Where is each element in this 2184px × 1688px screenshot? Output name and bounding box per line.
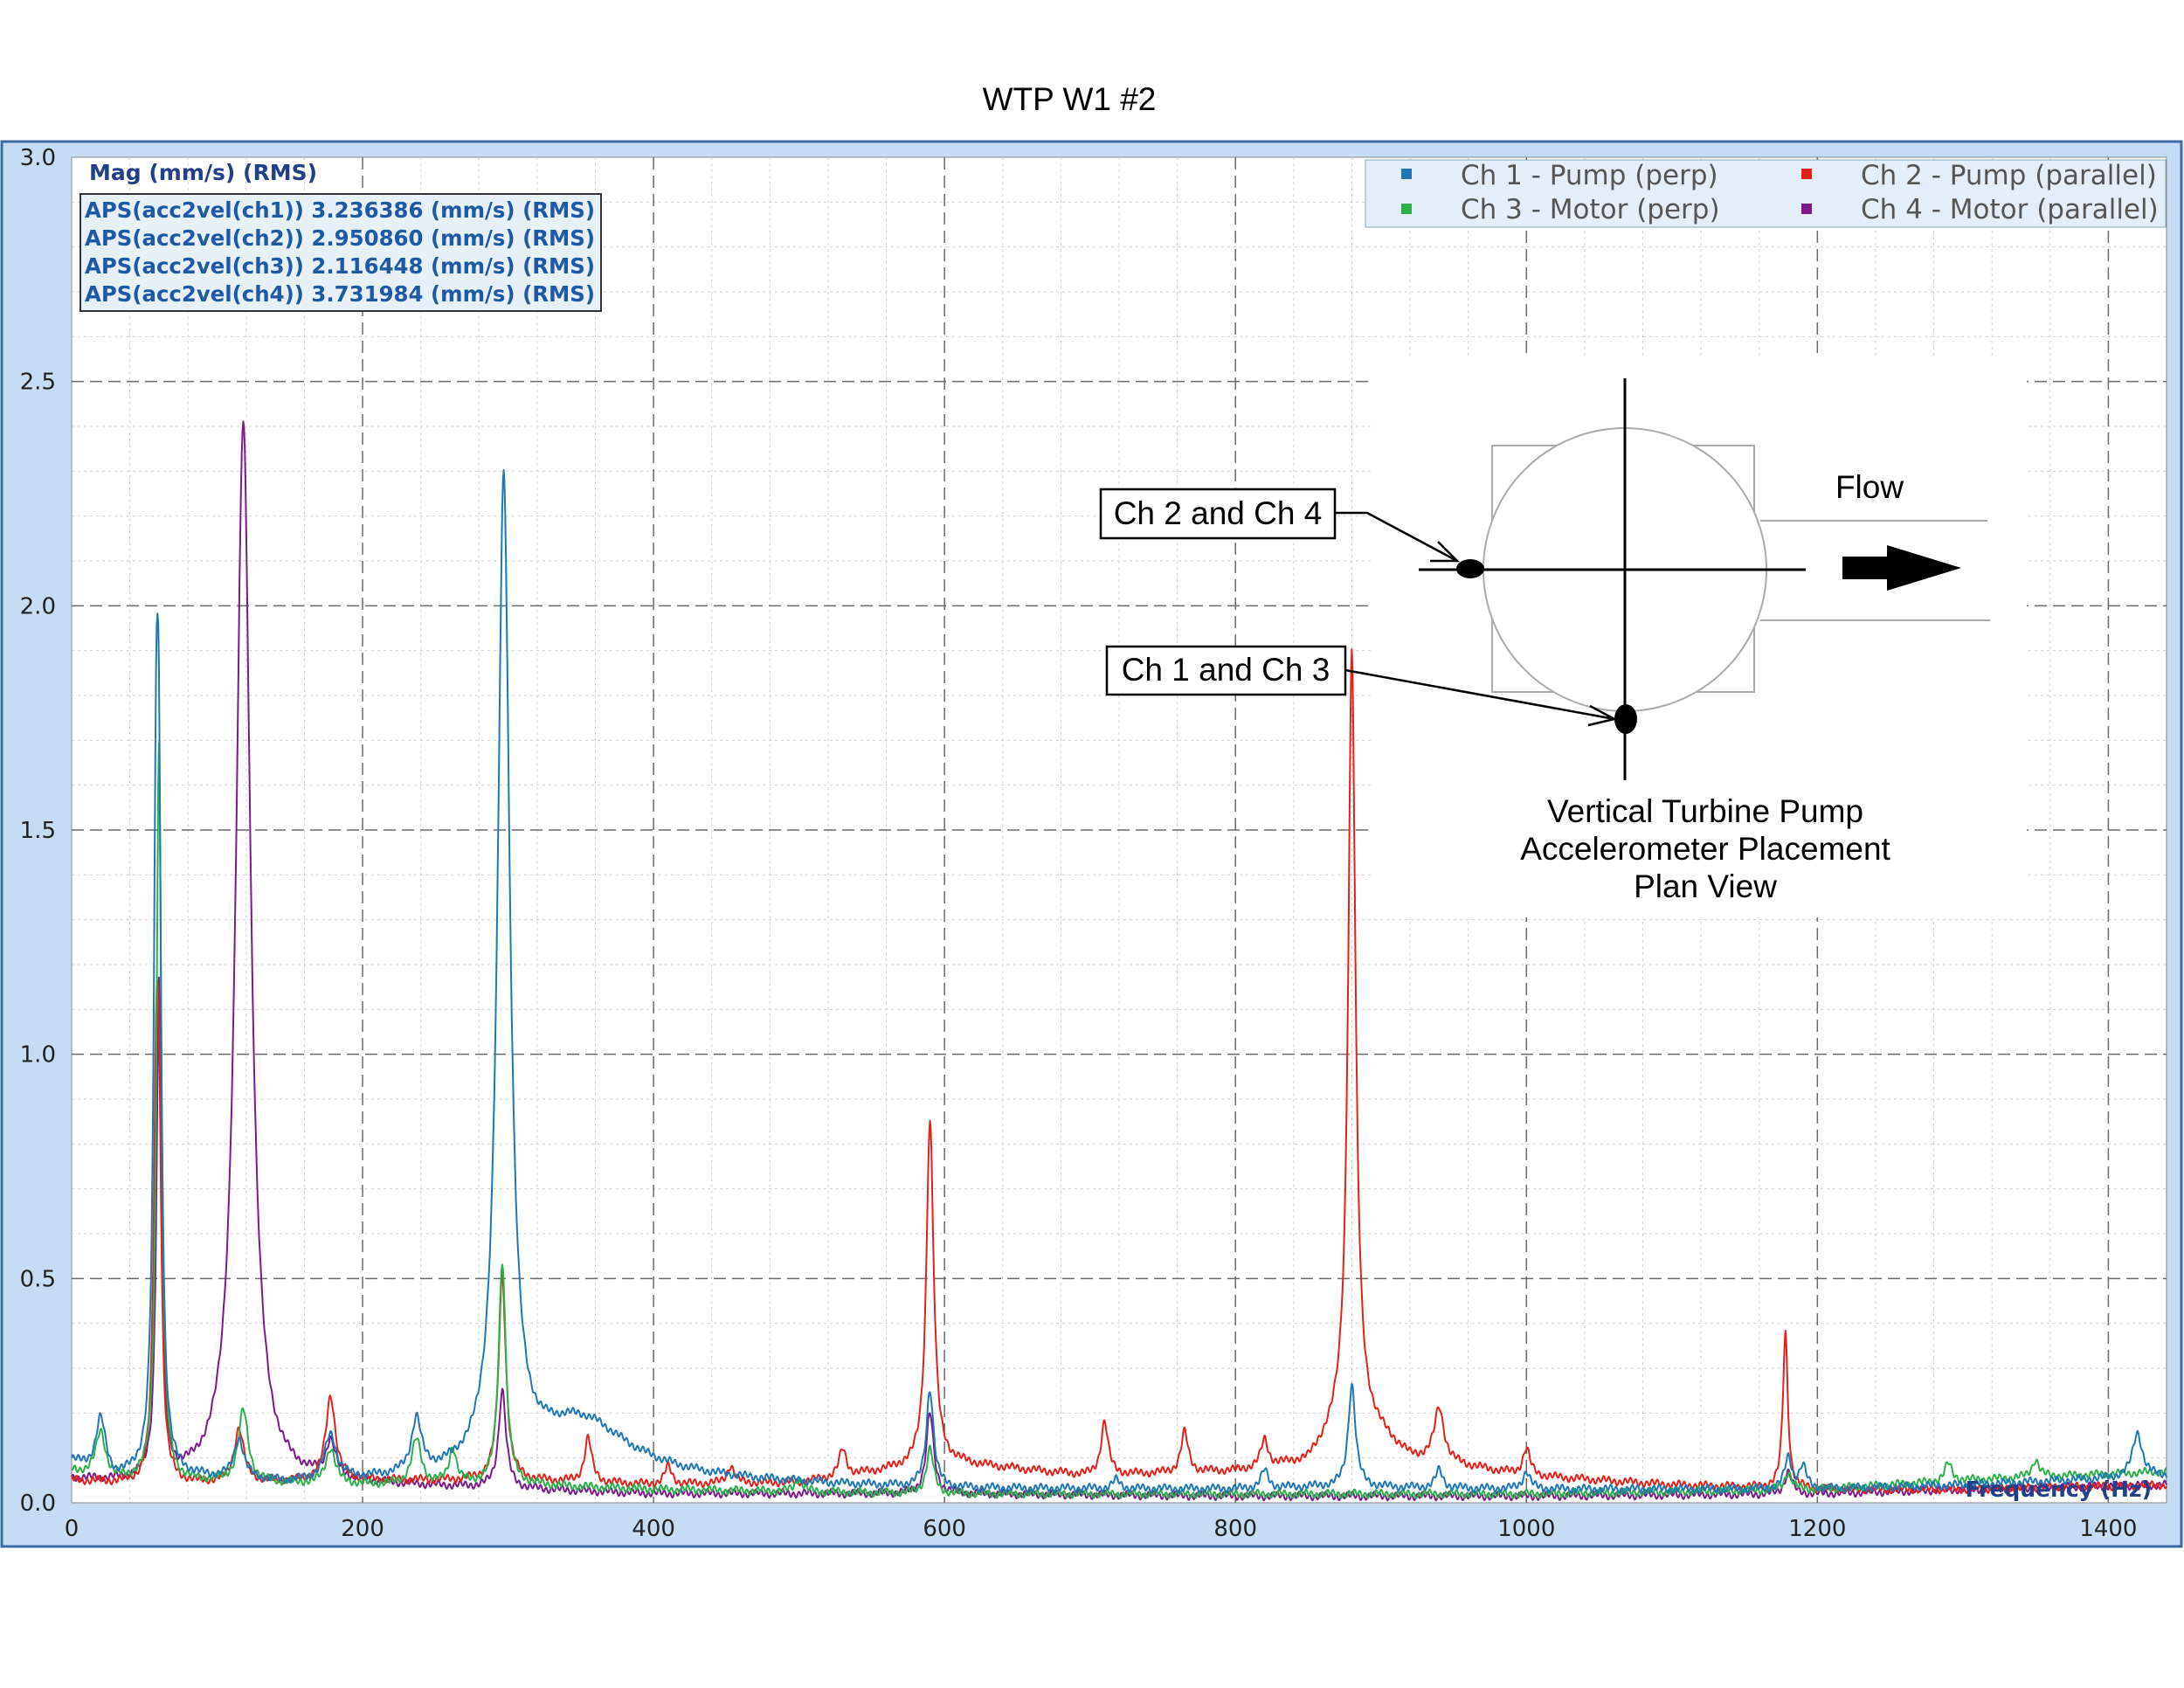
rms-info-line: APS(acc2vel(ch4)) 3.731984 (mm/s) (RMS) <box>85 281 595 307</box>
x-tick-label: 600 <box>923 1516 966 1542</box>
diagram-caption-line: Vertical Turbine Pump <box>1547 793 1863 829</box>
callout-label-ch1-ch3: Ch 1 and Ch 3 <box>1122 652 1330 688</box>
x-tick-label: 1000 <box>1497 1516 1555 1542</box>
rms-info-line: APS(acc2vel(ch1)) 3.236386 (mm/s) (RMS) <box>85 197 595 223</box>
rms-info-box: APS(acc2vel(ch1)) 3.236386 (mm/s) (RMS) … <box>79 193 602 312</box>
diagram-caption-line: Accelerometer Placement <box>1520 831 1890 867</box>
flow-arrow-icon <box>1842 545 1961 591</box>
callout-label-ch2-ch4: Ch 2 and Ch 4 <box>1114 495 1323 531</box>
sensor-dot-ch1-ch3 <box>1614 704 1637 734</box>
x-tick-label: 1400 <box>2079 1516 2137 1542</box>
legend-label-ch1: Ch 1 - Pump (perp) <box>1461 160 1718 191</box>
x-tick-label: 400 <box>632 1516 675 1542</box>
legend: Ch 1 - Pump (perp) Ch 2 - Pump (parallel… <box>1365 159 2167 228</box>
legend-swatch-ch2 <box>1801 169 1812 179</box>
x-tick-label: 1200 <box>1788 1516 1846 1542</box>
x-tick-label: 200 <box>341 1516 384 1542</box>
y-tick-labels: 0.0 0.5 1.0 1.5 2.0 2.5 3.0 <box>20 145 56 1517</box>
callout-leader-ch1-ch3 <box>1344 668 1615 721</box>
series-layer <box>71 420 2167 1502</box>
legend-swatch-ch4 <box>1801 204 1812 214</box>
y-tick-label: 3.0 <box>20 145 56 171</box>
x-tick-labels: 0 200 400 600 800 1000 1200 1400 <box>65 1516 2138 1542</box>
y-tick-label: 2.5 <box>20 370 56 396</box>
sensor-dot-ch2-ch4 <box>1456 559 1484 578</box>
series-line-ch1 <box>71 468 2167 1495</box>
legend-label-ch4: Ch 4 - Motor (parallel) <box>1861 194 2159 225</box>
y-tick-label: 1.0 <box>20 1042 56 1069</box>
series-line-ch3 <box>71 742 2167 1499</box>
diagram-caption-line: Plan View <box>1634 868 1777 904</box>
rms-info-line: APS(acc2vel(ch3)) 2.116448 (mm/s) (RMS) <box>85 253 595 279</box>
legend-swatch-ch3 <box>1401 204 1412 214</box>
y-tick-label: 1.5 <box>20 818 56 844</box>
callout-box-ch1-ch3 <box>1105 645 1347 696</box>
flow-label: Flow <box>1835 469 1904 505</box>
series-line-ch4 <box>71 420 2167 1502</box>
x-tick-label: 0 <box>65 1516 79 1542</box>
legend-label-ch3: Ch 3 - Motor (perp) <box>1461 194 1720 225</box>
y-tick-label: 0.0 <box>20 1491 56 1517</box>
callout-arrowhead-ch2-ch4 <box>1430 541 1461 563</box>
legend-label-ch2: Ch 2 - Pump (parallel) <box>1861 160 2157 191</box>
y-axis-label: Mag (mm/s) (RMS) <box>89 160 317 185</box>
y-tick-label: 2.0 <box>20 593 56 619</box>
y-tick-label: 0.5 <box>20 1266 56 1292</box>
chart-title: WTP W1 #2 <box>983 81 1157 117</box>
x-tick-label: 800 <box>1213 1516 1257 1542</box>
legend-swatch-ch1 <box>1401 169 1412 179</box>
x-axis-label: Frequency (Hz) <box>1966 1477 2152 1502</box>
rms-info-line: APS(acc2vel(ch2)) 2.950860 (mm/s) (RMS) <box>85 225 595 251</box>
callout-arrowhead-ch1-ch3 <box>1587 704 1618 727</box>
placement-diagram: Flow Ch 2 and Ch 4 Ch 1 and Ch 3 Vertica… <box>1099 358 2027 917</box>
callout-leader-ch2-ch4 <box>1335 511 1458 563</box>
